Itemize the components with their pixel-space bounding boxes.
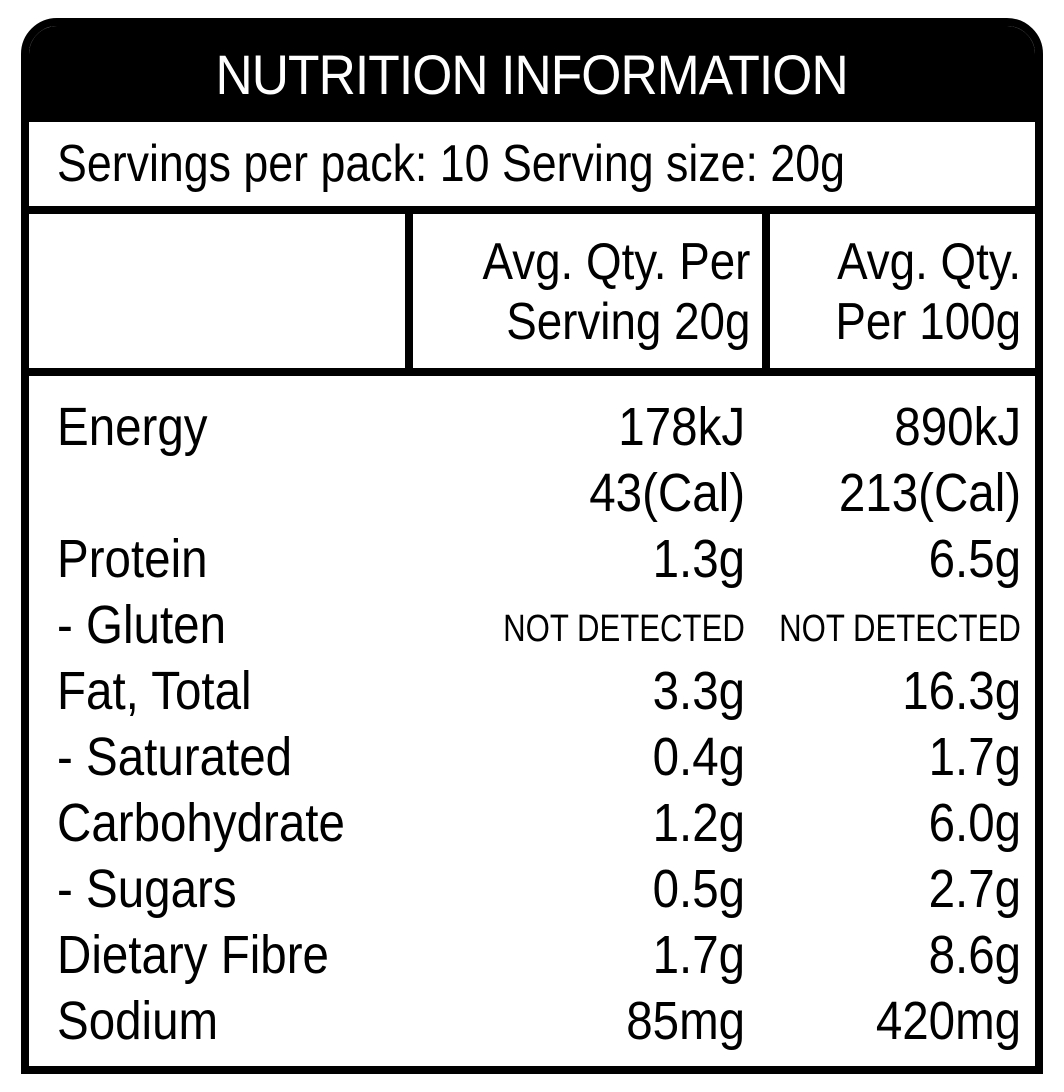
- per-100g-value: 6.5g: [928, 529, 1021, 589]
- per-100g-value: 6.0g: [928, 793, 1021, 853]
- per-serving-value: 1.7g: [652, 925, 745, 985]
- nutrient-table-body: Energy 178kJ 890kJ 43(Cal) 213(Cal) Prot…: [29, 376, 1035, 1066]
- nutrient-label: Protein: [57, 529, 208, 589]
- table-row: - Saturated 0.4g 1.7g: [29, 724, 1035, 790]
- nutrient-label: Sodium: [57, 991, 219, 1051]
- per-100g-value: 420mg: [875, 991, 1021, 1051]
- servings-info: Servings per pack: 10 Serving size: 20g: [29, 122, 1035, 214]
- header-per-serving-line1: Avg. Qty. Per: [482, 233, 750, 291]
- nutrient-label: - Sugars: [57, 859, 237, 919]
- nutrient-label: - Gluten: [57, 595, 227, 655]
- table-row: - Sugars 0.5g 2.7g: [29, 856, 1035, 922]
- table-row: Dietary Fibre 1.7g 8.6g: [29, 922, 1035, 988]
- per-100g-value: NOT DETECTED: [779, 608, 1021, 650]
- per-serving-value: 1.2g: [652, 793, 745, 853]
- header-per-serving-line2: Serving 20g: [505, 293, 750, 351]
- header-blank-cell: [29, 214, 413, 368]
- per-100g-value: 1.7g: [928, 727, 1021, 787]
- nutrient-label: Dietary Fibre: [57, 925, 329, 985]
- table-row: Fat, Total 3.3g 16.3g: [29, 658, 1035, 724]
- header-per-serving: Avg. Qty. Per Serving 20g: [413, 214, 770, 368]
- nutrient-label: - Saturated: [57, 727, 293, 787]
- per-serving-value: 3.3g: [652, 661, 745, 721]
- per-serving-value: 0.4g: [652, 727, 745, 787]
- per-100g-value: 213(Cal): [838, 463, 1021, 523]
- header-per-100g-line2: Per 100g: [835, 293, 1021, 351]
- per-serving-value: 43(Cal): [589, 463, 745, 523]
- table-row: Sodium 85mg 420mg: [29, 988, 1035, 1054]
- table-row: Protein 1.3g 6.5g: [29, 526, 1035, 592]
- per-serving-value: NOT DETECTED: [503, 608, 745, 650]
- nutrient-label: Fat, Total: [57, 661, 252, 721]
- column-header-row: Avg. Qty. Per Serving 20g Avg. Qty. Per …: [29, 214, 1035, 376]
- panel-title-text: NUTRITION INFORMATION: [215, 42, 849, 106]
- panel-title: NUTRITION INFORMATION: [29, 26, 1035, 122]
- per-serving-value: 1.3g: [652, 529, 745, 589]
- table-row: Carbohydrate 1.2g 6.0g: [29, 790, 1035, 856]
- servings-text: Servings per pack: 10 Serving size: 20g: [57, 135, 846, 193]
- table-row: - Gluten NOT DETECTED NOT DETECTED: [29, 592, 1035, 658]
- per-serving-value: 85mg: [626, 991, 745, 1051]
- table-row: 43(Cal) 213(Cal): [29, 460, 1035, 526]
- nutrient-label: Carbohydrate: [57, 793, 345, 853]
- per-100g-value: 8.6g: [928, 925, 1021, 985]
- table-row: Energy 178kJ 890kJ: [29, 394, 1035, 460]
- per-100g-value: 16.3g: [902, 661, 1021, 721]
- header-per-100g: Avg. Qty. Per 100g: [770, 214, 1035, 368]
- nutrition-panel: NUTRITION INFORMATION Servings per pack:…: [21, 18, 1043, 1074]
- per-serving-value: 178kJ: [618, 397, 745, 457]
- per-serving-value: 0.5g: [652, 859, 745, 919]
- per-100g-value: 890kJ: [894, 397, 1021, 457]
- header-per-100g-line1: Avg. Qty.: [837, 233, 1021, 291]
- per-100g-value: 2.7g: [928, 859, 1021, 919]
- nutrient-label: Energy: [57, 397, 208, 457]
